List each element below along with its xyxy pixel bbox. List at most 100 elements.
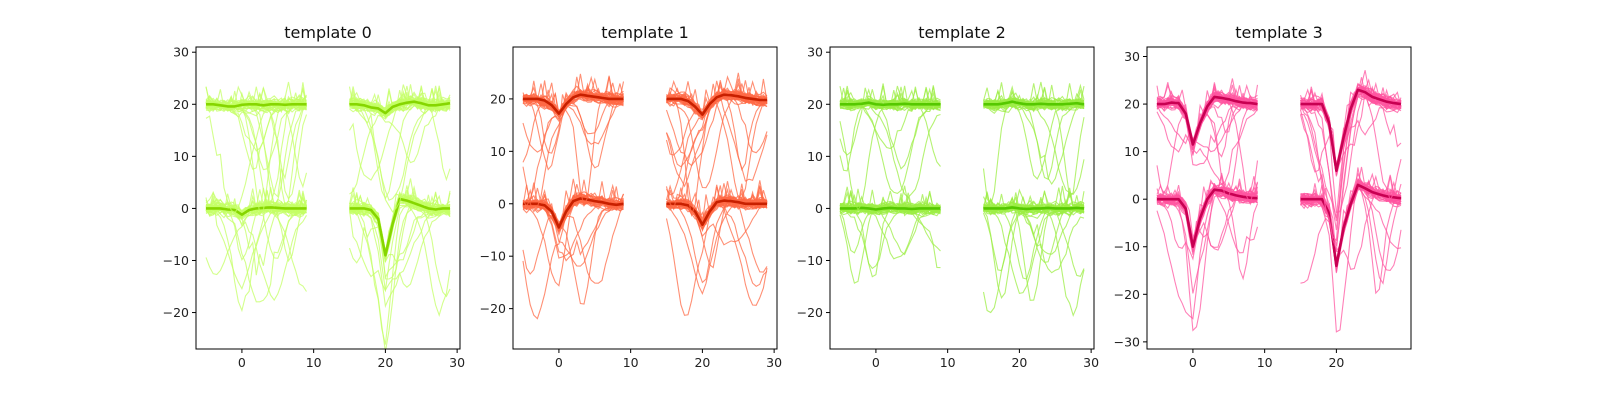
y-tick-label: −30 xyxy=(1114,334,1140,349)
waveform-trace xyxy=(666,89,768,117)
y-tick-label: 0 xyxy=(1132,192,1140,207)
x-tick-label: 0 xyxy=(1189,355,1197,370)
mean-template-line xyxy=(206,206,307,216)
waveform-trace xyxy=(666,199,768,306)
waveform-trace xyxy=(666,198,768,273)
y-tick-label: −20 xyxy=(480,301,506,316)
y-tick-label: −10 xyxy=(1114,239,1140,254)
subplot-title: template 3 xyxy=(1235,23,1323,42)
y-tick-label: −10 xyxy=(163,253,189,268)
mean-template-line xyxy=(349,197,450,257)
x-tick-label: 30 xyxy=(1083,355,1099,370)
axes-frame xyxy=(512,46,778,350)
x-tick-label: 0 xyxy=(555,355,563,370)
waveform-trace xyxy=(522,75,624,120)
mean-template-line xyxy=(840,206,941,211)
mean-template-line xyxy=(983,100,1085,106)
y-tick-label: 0 xyxy=(498,196,506,211)
x-tick-label: 20 xyxy=(1011,355,1027,370)
plot-area xyxy=(205,81,451,349)
mean-template-line xyxy=(983,206,1085,211)
x-tick-label: 20 xyxy=(694,355,710,370)
mean-template-line xyxy=(206,103,307,108)
waveform-trace xyxy=(1156,188,1258,320)
waveform-trace xyxy=(839,193,941,216)
subplot-template-3: 0 10 20 −30 −20 −10 0 10 20 30 template 3 xyxy=(1114,23,1412,370)
waveform-trace xyxy=(983,97,1085,195)
x-tick-label: 20 xyxy=(1328,355,1344,370)
waveform-trace xyxy=(1156,186,1259,249)
y-tick-label: 20 xyxy=(1124,97,1140,112)
mean-template-line xyxy=(1157,188,1258,248)
plot-area xyxy=(522,72,768,320)
x-tick-label: 0 xyxy=(238,355,246,370)
waveform-trace xyxy=(349,98,451,116)
y-tick-label: 0 xyxy=(815,201,823,216)
x-tick-label: 20 xyxy=(377,355,393,370)
mean-template-line xyxy=(666,199,767,226)
waveform-trace xyxy=(666,200,768,287)
y-tick-label: −10 xyxy=(480,249,506,264)
y-tick-label: 10 xyxy=(173,149,189,164)
x-tick-label: 30 xyxy=(766,355,782,370)
x-tick-label: 10 xyxy=(1257,355,1273,370)
waveform-trace xyxy=(205,190,308,218)
mean-template-line xyxy=(1300,183,1402,268)
waveform-trace xyxy=(205,81,307,214)
waveform-trace xyxy=(983,98,1085,186)
y-tick-label: 30 xyxy=(173,45,189,60)
waveform-trace xyxy=(349,194,451,259)
mean-template-line xyxy=(1300,88,1402,172)
mean-template-line xyxy=(1157,95,1258,146)
y-tick-label: 20 xyxy=(807,97,823,112)
axes-frame xyxy=(1146,46,1412,350)
waveform-trace xyxy=(522,202,624,267)
waveform-trace xyxy=(665,189,768,316)
y-tick-label: −20 xyxy=(163,305,189,320)
waveform-trace xyxy=(522,194,624,320)
y-tick-label: 20 xyxy=(173,97,189,112)
subplot-template-0: 0 10 20 30 −20 −10 0 10 20 30 template 0 xyxy=(163,23,466,370)
waveform-trace xyxy=(205,91,307,111)
y-tick-label: −20 xyxy=(797,305,823,320)
waveform-trace xyxy=(1156,176,1259,248)
y-tick-label: −10 xyxy=(797,253,823,268)
waveform-trace xyxy=(205,99,307,207)
subplot-title: template 0 xyxy=(284,23,372,42)
axes-frame xyxy=(195,46,461,350)
axes-frame xyxy=(829,46,1095,350)
x-tick-label: 0 xyxy=(872,355,880,370)
mean-template-line xyxy=(666,93,767,116)
y-tick-label: 10 xyxy=(1124,144,1140,159)
x-tick-label: 10 xyxy=(940,355,956,370)
x-tick-label: 30 xyxy=(449,355,465,370)
mean-template-line xyxy=(523,93,624,115)
waveform-trace xyxy=(349,98,451,195)
waveform-trace xyxy=(983,88,1085,112)
waveform-trace xyxy=(1300,185,1402,273)
subplot-template-2: 0 10 20 30 −20 −10 0 10 20 30 template 2 xyxy=(797,23,1100,370)
subplot-template-1: 0 10 20 30 −20 −10 0 10 20 template 1 xyxy=(480,23,783,370)
x-tick-label: 10 xyxy=(306,355,322,370)
plot-area xyxy=(839,81,1085,318)
y-tick-label: 10 xyxy=(807,149,823,164)
mean-template-line xyxy=(523,197,624,229)
mean-template-line xyxy=(840,101,941,107)
plot-area xyxy=(1156,70,1402,333)
y-tick-label: 0 xyxy=(181,201,189,216)
y-tick-label: 30 xyxy=(1124,49,1140,64)
mean-template-line xyxy=(349,100,451,115)
subplot-title: template 2 xyxy=(918,23,1006,42)
waveform-trace xyxy=(983,97,1085,199)
y-tick-label: 30 xyxy=(807,45,823,60)
waveform-trace xyxy=(205,103,307,208)
y-tick-label: 20 xyxy=(490,91,506,106)
x-tick-label: 10 xyxy=(623,355,639,370)
waveform-trace xyxy=(983,203,1085,216)
waveform-trace xyxy=(666,93,768,182)
y-tick-label: −20 xyxy=(1114,287,1140,302)
subplot-title: template 1 xyxy=(601,23,689,42)
waveform-trace xyxy=(1156,96,1259,206)
waveform-trace xyxy=(205,190,307,313)
